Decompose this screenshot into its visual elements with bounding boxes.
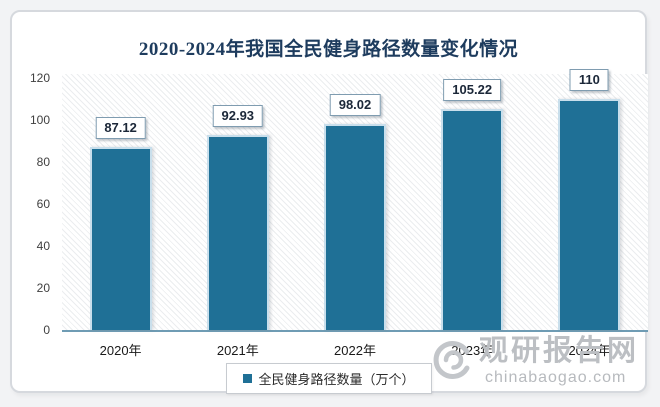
chart-card: 2020-2024年我国全民健身路径数量变化情况 0 20 40 60 80 100 120… (10, 10, 648, 394)
bar-data-label: 92.93 (212, 104, 264, 127)
x-axis: 2020年 2021年 2022年 2023年 2024年 (62, 340, 648, 359)
legend-marker-icon (242, 374, 252, 383)
y-axis-tick: 80 (36, 155, 50, 169)
bar-slot: 92.93 (179, 74, 296, 330)
y-axis-tick: 60 (36, 197, 50, 211)
plot-area: 87.12 92.93 98.02 105.22 110 (62, 68, 648, 332)
x-axis-tick: 2024年 (568, 343, 611, 358)
chart-title: 2020-2024年我国全民健身路径数量变化情况 (138, 39, 519, 60)
bar-2020年 (89, 147, 152, 330)
bar-data-label: 98.02 (329, 93, 381, 117)
bar-2023年 (441, 109, 504, 330)
y-axis: 0 20 40 60 80 100 120 (18, 72, 54, 336)
bar-slot: 98.02 (296, 74, 413, 330)
bar-data-label: 87.12 (95, 116, 146, 140)
x-axis-tick: 2020年 (99, 343, 142, 358)
bar-data-label: 105.22 (443, 78, 502, 102)
y-axis-tick: 40 (36, 239, 50, 253)
bar-slot: 87.12 (62, 74, 179, 330)
bar-2024年 (558, 99, 621, 330)
legend: 全民健身路径数量（万个） (225, 363, 432, 394)
x-axis-tick: 2023年 (451, 343, 494, 358)
y-axis-tick: 20 (36, 281, 50, 295)
legend-label: 全民健身路径数量（万个） (258, 372, 415, 387)
x-axis-tick: 2022年 (334, 343, 376, 358)
x-axis-tick: 2021年 (216, 343, 259, 358)
bar-2022年 (323, 124, 386, 330)
bar-2021年 (206, 134, 269, 330)
y-axis-tick: 100 (29, 113, 50, 127)
bar-slot: 105.22 (414, 74, 531, 330)
bar-slot: 110 (531, 68, 648, 330)
bar-data-label: 110 (569, 68, 609, 91)
watermark-site-url: chinabaogao.com (484, 368, 627, 386)
y-axis-tick: 0 (43, 323, 50, 337)
y-axis-tick: 120 (29, 71, 50, 85)
